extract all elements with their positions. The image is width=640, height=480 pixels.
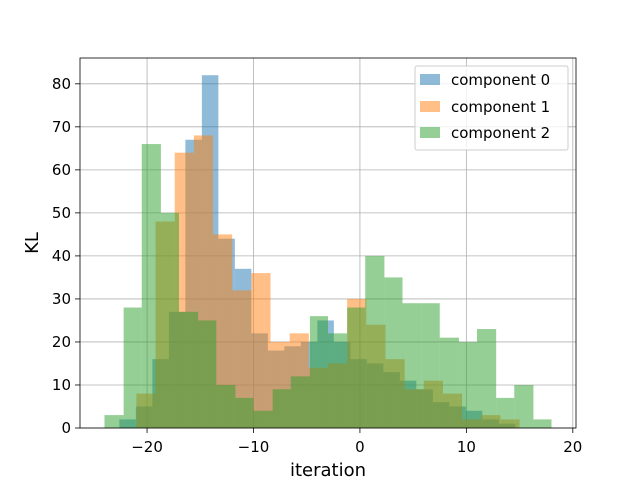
y-tick-label: 10 [52,376,71,394]
histogram-bars [104,75,552,429]
y-tick-label: 20 [52,333,71,351]
histogram-bar [141,144,161,428]
histogram-bar [328,333,348,428]
histogram-bar [439,337,459,428]
y-tick-label: 40 [52,247,71,265]
y-tick-label: 50 [52,204,71,222]
histogram-bar [235,397,254,428]
x-tick-label: −10 [238,438,270,456]
histogram-bar [213,234,233,428]
x-tick-label: −20 [131,438,163,456]
histogram-bar [272,389,291,428]
x-axis-ticks: −20 −10 0 10 20 [131,428,582,456]
histogram-bar [198,320,217,428]
histogram-bar [160,212,179,428]
x-tick-label: 0 [355,438,365,456]
histogram-bar [232,290,252,428]
histogram-bar [477,329,497,428]
legend-swatch-component-2 [420,127,440,138]
x-axis-title: iteration [290,460,366,480]
histogram-bar [421,303,440,428]
histogram-bar [216,384,236,428]
legend-swatch-component-1 [420,101,440,112]
histogram-bar [123,307,142,428]
histogram-bar [496,397,515,428]
histogram-bar [178,311,199,428]
y-tick-label: 60 [52,161,71,179]
legend-label-component-0: component 0 [451,71,550,89]
histogram-bar [290,376,310,428]
histogram-bar [253,410,273,428]
legend-label-component-1: component 1 [451,98,550,116]
legend: component 0 component 1 component 2 [414,65,569,151]
histogram-bar [365,255,385,428]
legend-box [414,65,569,151]
series-2 [104,144,552,428]
histogram-bar [347,307,366,428]
x-tick-label: 10 [457,438,476,456]
y-tick-label: 0 [61,419,71,437]
y-axis-title: KL [22,232,43,254]
plot-area-frame [79,57,577,429]
histogram-bar [514,384,534,428]
y-tick-label: 80 [52,75,71,93]
y-axis-ticks: 0 10 20 30 40 50 60 70 80 [52,75,80,437]
histogram-bar [458,341,478,428]
histogram-bar [309,316,328,428]
histogram-bar [402,303,422,428]
histogram-bar [384,277,403,428]
histogram-bar [251,273,271,428]
x-tick-label: 20 [563,438,582,456]
legend-swatch-component-0 [420,74,440,85]
legend-label-component-2: component 2 [451,124,550,142]
y-tick-label: 30 [52,290,71,308]
histogram-bar [533,419,552,428]
y-tick-label: 70 [52,118,71,136]
histogram-bar [104,415,124,428]
